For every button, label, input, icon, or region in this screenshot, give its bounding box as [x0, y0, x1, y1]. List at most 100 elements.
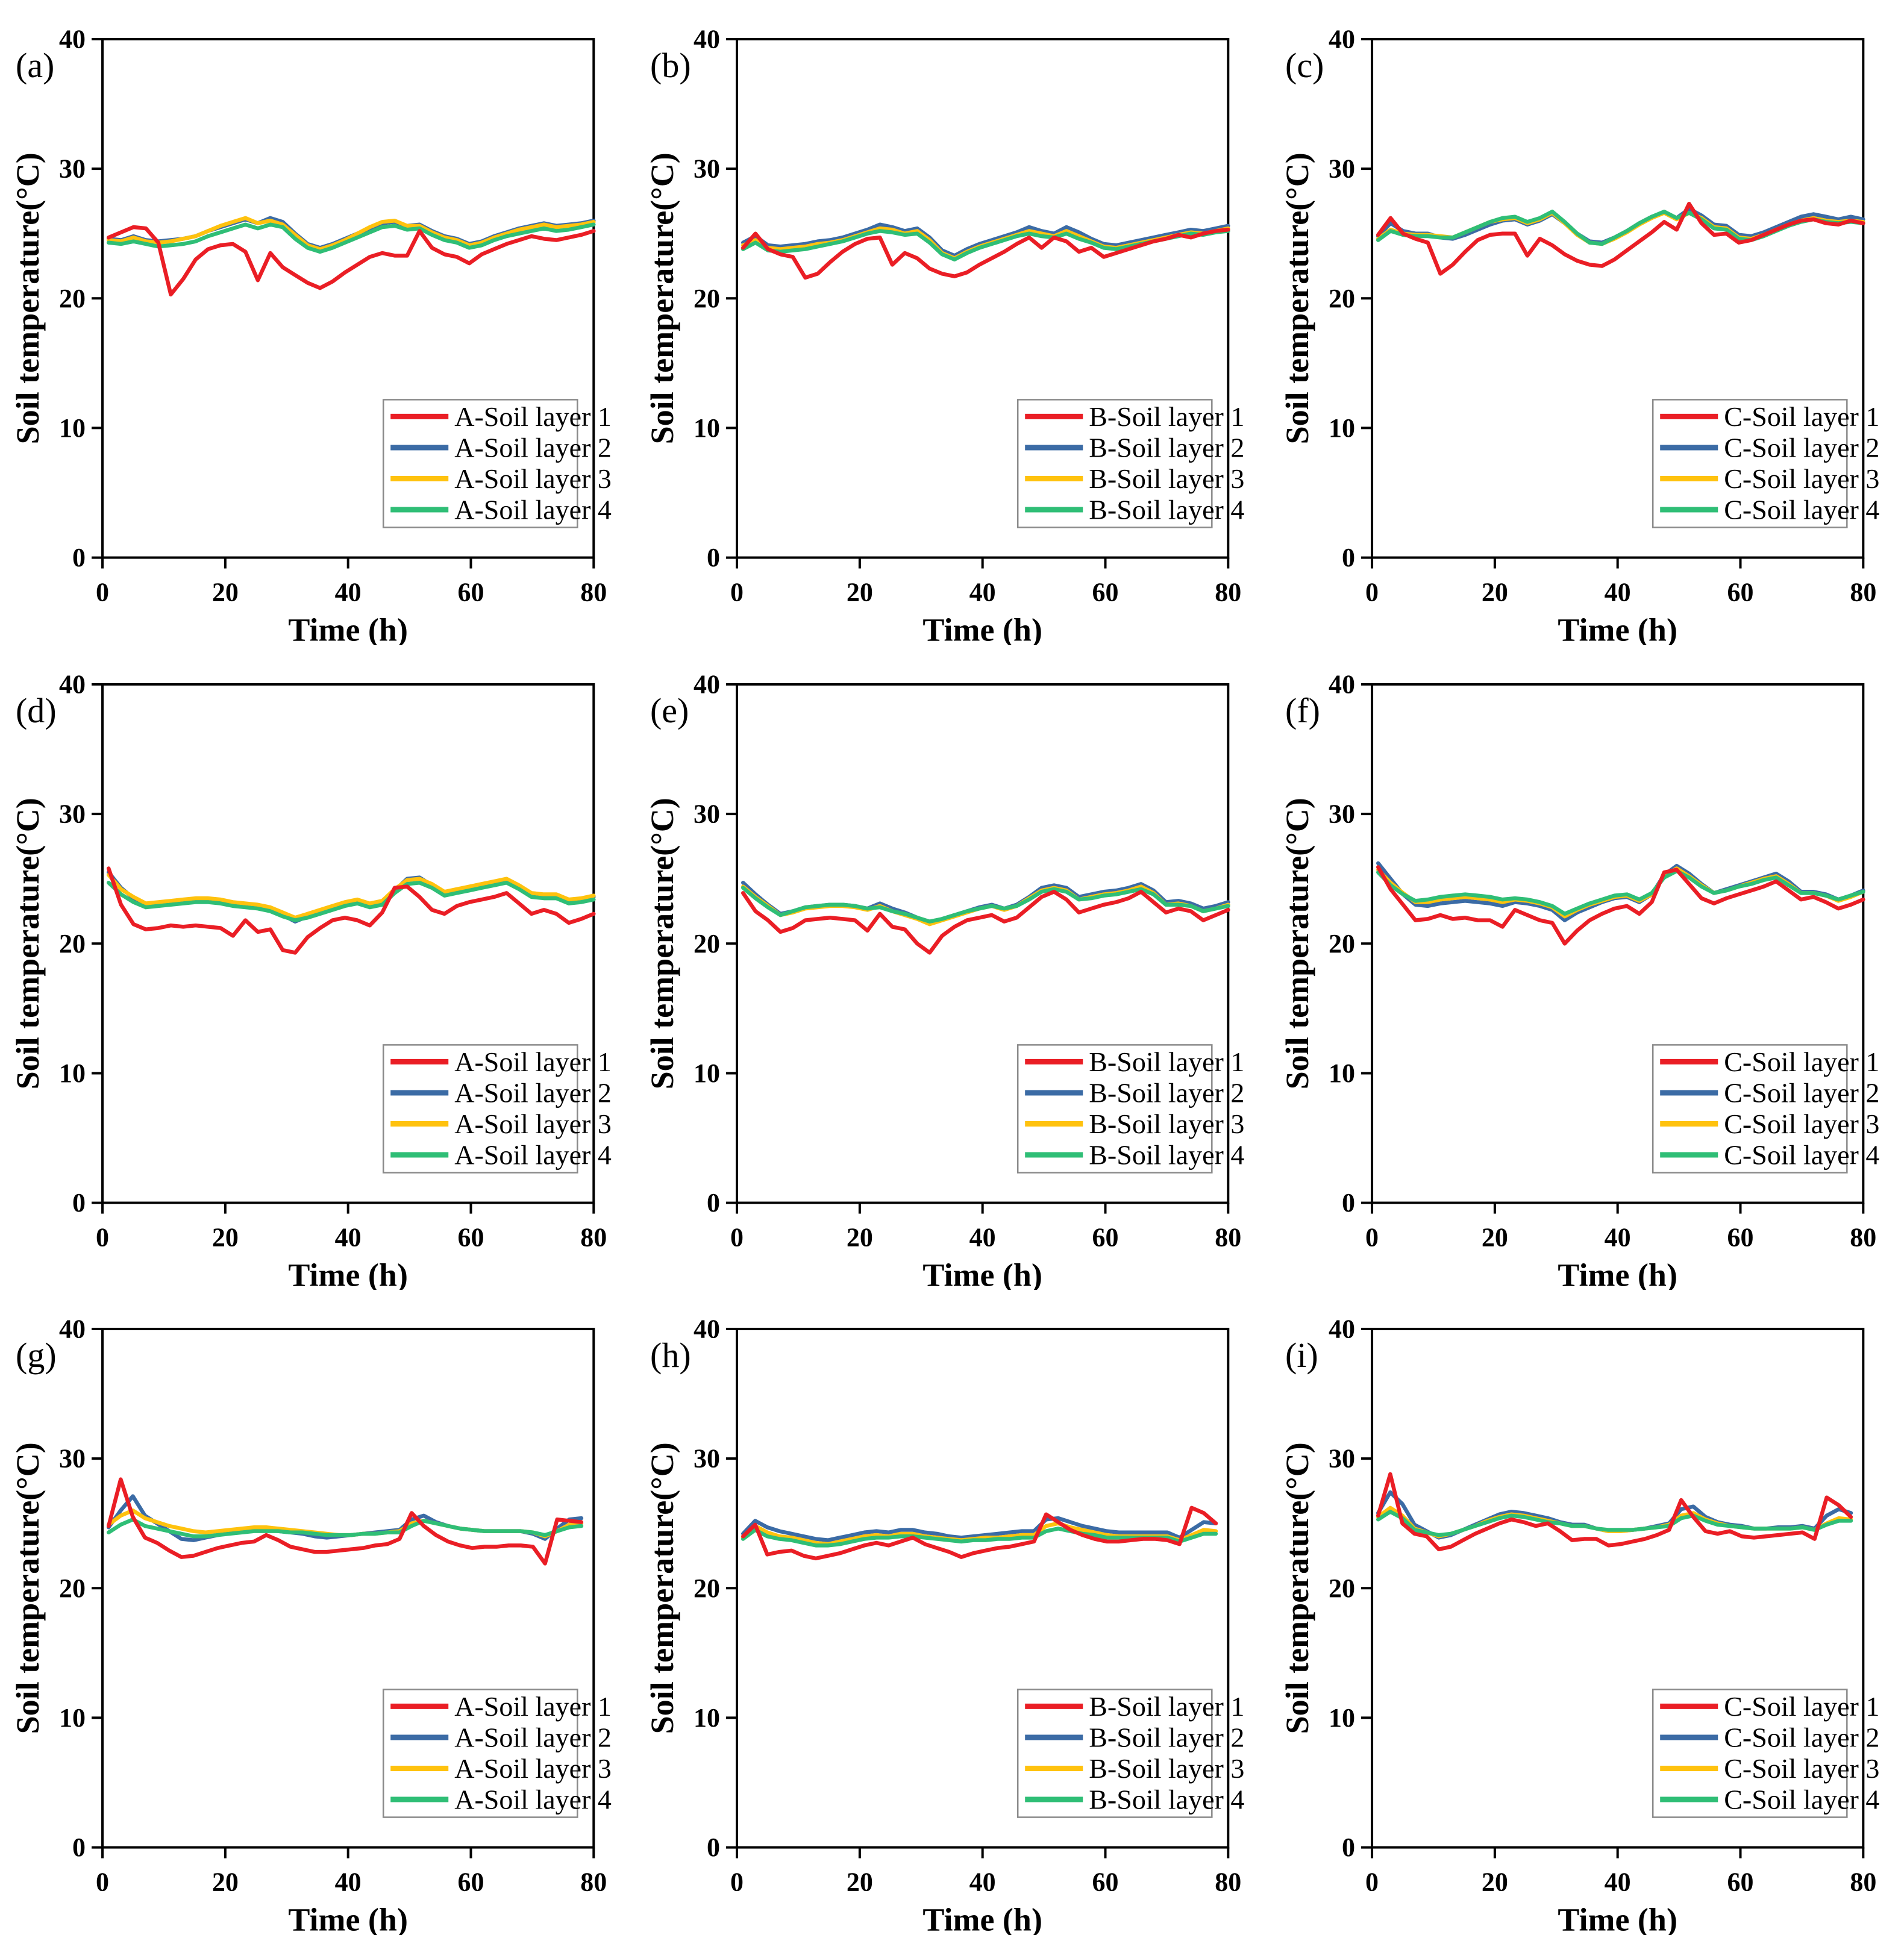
- y-axis-title: Soil temperature(°C): [10, 798, 46, 1089]
- y-tick-label: 40: [59, 1314, 86, 1344]
- y-axis-title: Soil temperature(°C): [1279, 798, 1315, 1089]
- legend-box: [1652, 399, 1848, 528]
- y-tick-label: 30: [694, 799, 720, 828]
- y-tick-label: 20: [59, 928, 86, 958]
- y-tick-label: 40: [694, 25, 720, 54]
- series-line-layer1: [741, 889, 1230, 955]
- x-tick-label: 80: [1215, 1868, 1242, 1897]
- legend-box: [1017, 1689, 1213, 1819]
- panel-b: 0 10 20 30 40 0 20 40 60 80 Soil temperature(°C) Ti…: [634, 0, 1269, 645]
- series-line-layer2: [107, 870, 596, 924]
- x-tick-label: 0: [96, 1222, 109, 1252]
- panel-d: 0 10 20 30 40 0 20 40 60 80 Soil temperature(°C) Ti…: [0, 645, 634, 1290]
- legend-label: C-Soil layer 2: [1724, 1722, 1879, 1753]
- panel-letter: (c): [1285, 46, 1324, 85]
- legend-label: B-Soil layer 1: [1089, 401, 1245, 432]
- y-tick-label: 10: [59, 413, 86, 443]
- panel-letter: (g): [16, 1336, 57, 1375]
- legend-label: A-Soil layer 3: [454, 1753, 612, 1784]
- legend-label: C-Soil layer 2: [1724, 1077, 1879, 1108]
- legend-box: [382, 1689, 578, 1819]
- legend-label: B-Soil layer 3: [1089, 463, 1245, 494]
- x-tick-label: 40: [969, 1222, 996, 1252]
- x-tick-label: 40: [335, 1868, 362, 1897]
- legend-label: C-Soil layer 2: [1724, 432, 1879, 463]
- x-tick-label: 60: [457, 1222, 484, 1252]
- y-tick-label: 30: [59, 1444, 86, 1474]
- chart-b: 0 10 20 30 40 0 20 40 60 80 Soil temperature(°C) Ti…: [644, 25, 1245, 645]
- y-axis-title: Soil temperature(°C): [1279, 1443, 1315, 1734]
- y-tick-label: 40: [1329, 25, 1355, 54]
- x-tick-label: 0: [730, 1222, 744, 1252]
- y-tick-label: 20: [59, 1574, 86, 1603]
- x-tick-label: 60: [1727, 1222, 1753, 1252]
- x-axis-title: Time (h): [923, 612, 1043, 645]
- legend-label: A-Soil layer 4: [454, 1139, 612, 1170]
- legend-label: C-Soil layer 3: [1724, 463, 1879, 494]
- x-tick-label: 80: [1215, 578, 1242, 607]
- x-tick-label: 40: [969, 1868, 996, 1897]
- x-tick-label: 20: [212, 1222, 239, 1252]
- y-tick-label: 0: [72, 543, 86, 572]
- legend-label: C-Soil layer 4: [1724, 495, 1879, 525]
- y-tick-label: 20: [1329, 928, 1355, 958]
- x-tick-label: 80: [580, 578, 607, 607]
- y-axis-title: Soil temperature(°C): [10, 152, 46, 444]
- panel-f: 0 10 20 30 40 0 20 40 60 80 Soil temperature(°C) Ti…: [1270, 645, 1904, 1290]
- x-tick-label: 20: [847, 1222, 873, 1252]
- x-tick-label: 60: [1727, 1868, 1753, 1897]
- series-line-layer1: [741, 227, 1230, 280]
- x-tick-label: 80: [1850, 1222, 1876, 1252]
- legend-label: A-Soil layer 4: [454, 495, 612, 525]
- x-tick-label: 0: [1365, 578, 1379, 607]
- panel-letter: (i): [1285, 1336, 1318, 1375]
- series-line-layer2: [741, 1516, 1218, 1543]
- legend-label: A-Soil layer 2: [454, 1077, 612, 1108]
- series-line-layer1: [107, 866, 596, 955]
- panel-letter: (e): [650, 691, 689, 730]
- series-line-layer1: [1376, 1472, 1853, 1552]
- legend-box: [1017, 399, 1213, 528]
- y-tick-label: 0: [1342, 1833, 1355, 1862]
- x-tick-label: 80: [580, 1222, 607, 1252]
- x-tick-label: 60: [1092, 578, 1119, 607]
- y-tick-label: 0: [707, 1833, 720, 1862]
- legend-label: A-Soil layer 3: [454, 1108, 612, 1139]
- x-tick-label: 20: [212, 1868, 239, 1897]
- legend-label: B-Soil layer 3: [1089, 1753, 1245, 1784]
- y-tick-label: 30: [694, 1444, 720, 1474]
- y-tick-label: 10: [1329, 413, 1355, 443]
- series-line-layer3: [107, 216, 596, 251]
- y-tick-label: 0: [1342, 543, 1355, 572]
- series-line-layer4: [1376, 869, 1865, 916]
- series-line-layer4: [741, 886, 1230, 924]
- series-line-layer4: [107, 880, 596, 922]
- legend-label: C-Soil layer 4: [1724, 1784, 1879, 1815]
- y-tick-label: 0: [1342, 1188, 1355, 1218]
- x-tick-label: 20: [1482, 1868, 1508, 1897]
- y-tick-label: 30: [694, 154, 720, 184]
- x-tick-label: 0: [96, 578, 109, 607]
- x-tick-label: 60: [457, 578, 484, 607]
- x-tick-label: 40: [1604, 1222, 1630, 1252]
- panel-c: 0 10 20 30 40 0 20 40 60 80 Soil temperature(°C) Ti…: [1270, 0, 1904, 645]
- x-axis-title: Time (h): [288, 612, 408, 645]
- x-tick-label: 0: [1365, 1222, 1379, 1252]
- y-tick-label: 0: [72, 1833, 86, 1862]
- legend-label: A-Soil layer 1: [454, 1691, 612, 1722]
- panel-a: 0 10 20 30 40 0 20 40 60 80 Soil temperature(°C) Ti…: [0, 0, 634, 645]
- panel-g: 0 10 20 30 40 0 20 40 60 80 Soil temperature(°C) Ti…: [0, 1290, 634, 1935]
- x-tick-label: 60: [457, 1868, 484, 1897]
- x-tick-label: 40: [1604, 578, 1630, 607]
- x-tick-label: 0: [96, 1868, 109, 1897]
- series-line-layer4: [107, 1518, 584, 1539]
- legend-label: A-Soil layer 4: [454, 1784, 612, 1815]
- panel-letter: (d): [16, 691, 57, 730]
- panel-h: 0 10 20 30 40 0 20 40 60 80 Soil temperature(°C) Ti…: [634, 1290, 1269, 1935]
- y-tick-label: 10: [59, 1703, 86, 1733]
- legend-label: A-Soil layer 2: [454, 432, 612, 463]
- legend-label: A-Soil layer 1: [454, 401, 612, 432]
- legend-label: C-Soil layer 3: [1724, 1108, 1879, 1139]
- x-axis-title: Time (h): [1558, 612, 1677, 645]
